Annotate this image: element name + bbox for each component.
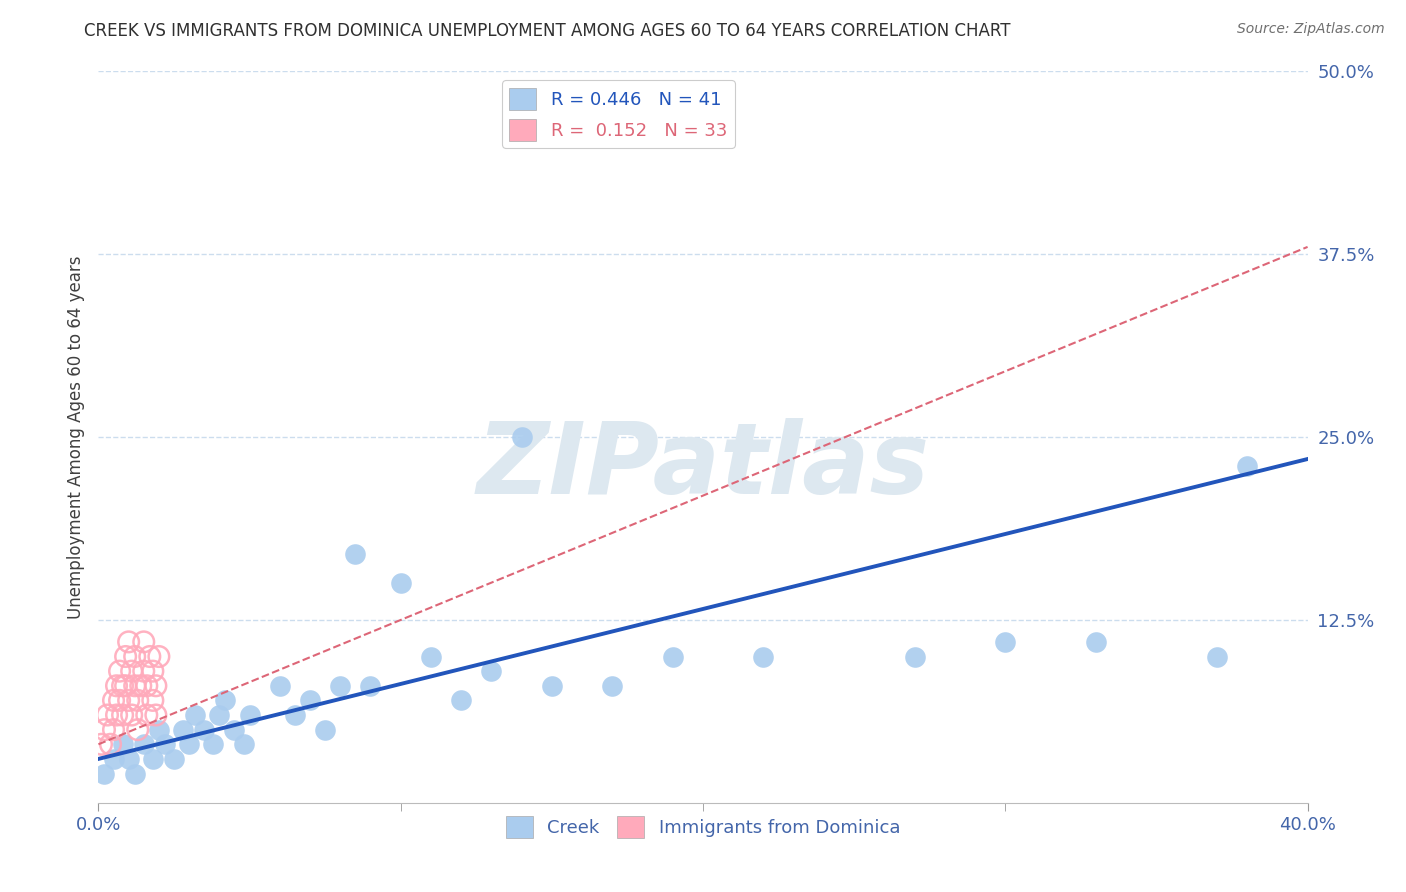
Point bbox=[118, 635, 141, 649]
Point bbox=[105, 679, 128, 693]
Point bbox=[1085, 635, 1108, 649]
Point bbox=[148, 649, 170, 664]
Point bbox=[142, 752, 165, 766]
Point bbox=[540, 679, 562, 693]
Point bbox=[132, 737, 155, 751]
Point bbox=[100, 737, 122, 751]
Point bbox=[148, 723, 170, 737]
Point bbox=[314, 723, 336, 737]
Point bbox=[344, 547, 367, 561]
Point bbox=[93, 766, 115, 780]
Point bbox=[118, 693, 141, 707]
Point bbox=[904, 649, 927, 664]
Point bbox=[239, 708, 262, 723]
Point bbox=[111, 708, 134, 723]
Point bbox=[127, 723, 149, 737]
Point bbox=[389, 576, 412, 591]
Point bbox=[1236, 459, 1258, 474]
Text: ZIPatlas: ZIPatlas bbox=[477, 417, 929, 515]
Point bbox=[269, 679, 291, 693]
Point bbox=[450, 693, 472, 707]
Point bbox=[121, 664, 143, 678]
Point bbox=[145, 679, 167, 693]
Point bbox=[142, 664, 165, 678]
Point bbox=[153, 737, 176, 751]
Point bbox=[184, 708, 207, 723]
Point bbox=[132, 664, 155, 678]
Point bbox=[103, 693, 125, 707]
Point bbox=[420, 649, 443, 664]
Point bbox=[114, 649, 136, 664]
Point bbox=[108, 664, 131, 678]
Point bbox=[93, 723, 115, 737]
Point bbox=[111, 737, 134, 751]
Point bbox=[108, 693, 131, 707]
Point bbox=[145, 708, 167, 723]
Legend: Creek, Immigrants from Dominica: Creek, Immigrants from Dominica bbox=[498, 808, 908, 845]
Point bbox=[481, 664, 503, 678]
Point bbox=[114, 679, 136, 693]
Point bbox=[135, 679, 157, 693]
Point bbox=[90, 737, 112, 751]
Point bbox=[1206, 649, 1229, 664]
Point bbox=[129, 679, 152, 693]
Point bbox=[121, 708, 143, 723]
Point bbox=[510, 430, 533, 444]
Point bbox=[202, 737, 225, 751]
Point bbox=[661, 649, 683, 664]
Point bbox=[163, 752, 186, 766]
Point bbox=[132, 635, 155, 649]
Point bbox=[179, 737, 201, 751]
Point bbox=[124, 649, 146, 664]
Point bbox=[284, 708, 307, 723]
Point bbox=[103, 723, 125, 737]
Point bbox=[994, 635, 1017, 649]
Point bbox=[96, 708, 118, 723]
Point bbox=[105, 708, 128, 723]
Y-axis label: Unemployment Among Ages 60 to 64 years: Unemployment Among Ages 60 to 64 years bbox=[66, 255, 84, 619]
Text: CREEK VS IMMIGRANTS FROM DOMINICA UNEMPLOYMENT AMONG AGES 60 TO 64 YEARS CORRELA: CREEK VS IMMIGRANTS FROM DOMINICA UNEMPL… bbox=[84, 22, 1011, 40]
Point bbox=[142, 693, 165, 707]
Point bbox=[232, 737, 254, 751]
Point bbox=[214, 693, 236, 707]
Point bbox=[602, 679, 624, 693]
Point bbox=[299, 693, 322, 707]
Point bbox=[111, 679, 134, 693]
Point bbox=[103, 752, 125, 766]
Point bbox=[127, 693, 149, 707]
Point bbox=[124, 766, 146, 780]
Point bbox=[329, 679, 352, 693]
Point bbox=[139, 649, 162, 664]
Point bbox=[135, 708, 157, 723]
Point bbox=[208, 708, 231, 723]
Point bbox=[172, 723, 194, 737]
Point bbox=[752, 649, 775, 664]
Point bbox=[360, 679, 382, 693]
Point bbox=[118, 752, 141, 766]
Point bbox=[224, 723, 246, 737]
Text: Source: ZipAtlas.com: Source: ZipAtlas.com bbox=[1237, 22, 1385, 37]
Point bbox=[193, 723, 215, 737]
Point bbox=[124, 679, 146, 693]
